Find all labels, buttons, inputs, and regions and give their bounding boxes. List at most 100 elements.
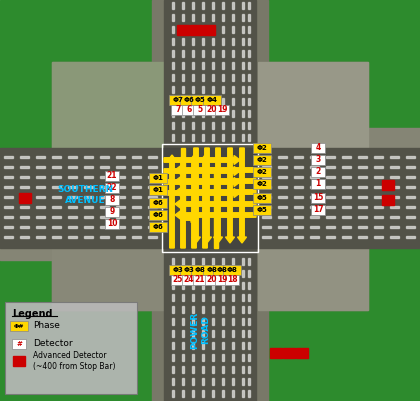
- Bar: [84, 176, 93, 178]
- Bar: [193, 105, 207, 115]
- Bar: [390, 196, 399, 198]
- Bar: [374, 236, 383, 238]
- FancyArrow shape: [237, 148, 247, 243]
- Bar: [68, 226, 77, 228]
- Text: Φ2: Φ2: [257, 169, 268, 175]
- Bar: [205, 105, 219, 115]
- Bar: [222, 366, 224, 373]
- Bar: [132, 206, 141, 208]
- Bar: [270, 348, 282, 358]
- Bar: [232, 86, 234, 93]
- Text: Detector: Detector: [33, 340, 73, 348]
- Text: Advanced Detector
(~400 from Stop Bar): Advanced Detector (~400 from Stop Bar): [33, 351, 116, 371]
- Bar: [20, 156, 29, 158]
- Bar: [132, 186, 141, 188]
- Bar: [406, 206, 415, 208]
- Bar: [262, 206, 271, 208]
- Bar: [278, 166, 287, 168]
- Bar: [212, 294, 214, 301]
- Bar: [248, 26, 250, 33]
- Bar: [212, 38, 214, 45]
- Bar: [232, 122, 234, 129]
- Bar: [242, 366, 244, 373]
- Bar: [192, 294, 194, 301]
- Bar: [222, 38, 224, 45]
- Bar: [52, 196, 61, 198]
- Bar: [149, 173, 167, 183]
- Text: Φ2: Φ2: [257, 145, 268, 151]
- Bar: [116, 216, 125, 218]
- Bar: [116, 176, 125, 178]
- Bar: [342, 236, 351, 238]
- Bar: [242, 62, 244, 69]
- Bar: [172, 282, 174, 289]
- FancyArrow shape: [213, 148, 223, 243]
- Bar: [182, 2, 184, 9]
- Bar: [374, 166, 383, 168]
- Bar: [100, 176, 109, 178]
- Bar: [203, 25, 215, 35]
- Bar: [374, 226, 383, 228]
- Bar: [169, 95, 187, 105]
- Bar: [248, 390, 250, 397]
- Bar: [13, 356, 25, 366]
- Bar: [258, 62, 368, 150]
- Bar: [326, 186, 335, 188]
- Bar: [177, 25, 189, 35]
- Text: Φ5: Φ5: [257, 207, 268, 213]
- Bar: [278, 156, 287, 158]
- Bar: [232, 294, 234, 301]
- Bar: [68, 176, 77, 178]
- Bar: [182, 294, 184, 301]
- Bar: [4, 206, 13, 208]
- Bar: [212, 74, 214, 81]
- Bar: [248, 38, 250, 45]
- Bar: [242, 74, 244, 81]
- Bar: [182, 98, 184, 105]
- Bar: [202, 294, 204, 301]
- Text: #: #: [16, 341, 22, 347]
- Bar: [172, 98, 174, 105]
- Bar: [149, 222, 167, 232]
- Bar: [212, 122, 214, 129]
- Bar: [105, 171, 119, 181]
- Bar: [68, 166, 77, 168]
- Bar: [406, 236, 415, 238]
- Bar: [390, 166, 399, 168]
- FancyArrow shape: [202, 166, 216, 174]
- Bar: [202, 38, 204, 45]
- Bar: [172, 294, 174, 301]
- Bar: [248, 282, 250, 289]
- Bar: [222, 378, 224, 385]
- Bar: [212, 98, 214, 105]
- Bar: [232, 26, 234, 33]
- Bar: [406, 166, 415, 168]
- Bar: [192, 134, 194, 141]
- Bar: [222, 270, 224, 277]
- Bar: [182, 62, 184, 69]
- Bar: [192, 378, 194, 385]
- Bar: [172, 74, 174, 81]
- Bar: [116, 186, 125, 188]
- Bar: [192, 270, 194, 277]
- Text: POWER
ROAD: POWER ROAD: [190, 311, 210, 348]
- Bar: [212, 258, 214, 265]
- Bar: [212, 330, 214, 337]
- Bar: [100, 206, 109, 208]
- Bar: [172, 306, 174, 313]
- Bar: [192, 74, 194, 81]
- Bar: [4, 236, 13, 238]
- Bar: [294, 236, 303, 238]
- Bar: [5, 302, 137, 394]
- Text: Φ6: Φ6: [152, 224, 163, 230]
- Bar: [294, 176, 303, 178]
- Bar: [358, 206, 367, 208]
- Bar: [193, 275, 207, 285]
- Bar: [248, 258, 250, 265]
- Bar: [278, 216, 287, 218]
- Bar: [222, 330, 224, 337]
- Bar: [182, 86, 184, 93]
- Bar: [406, 186, 415, 188]
- Bar: [10, 321, 28, 331]
- Bar: [310, 186, 319, 188]
